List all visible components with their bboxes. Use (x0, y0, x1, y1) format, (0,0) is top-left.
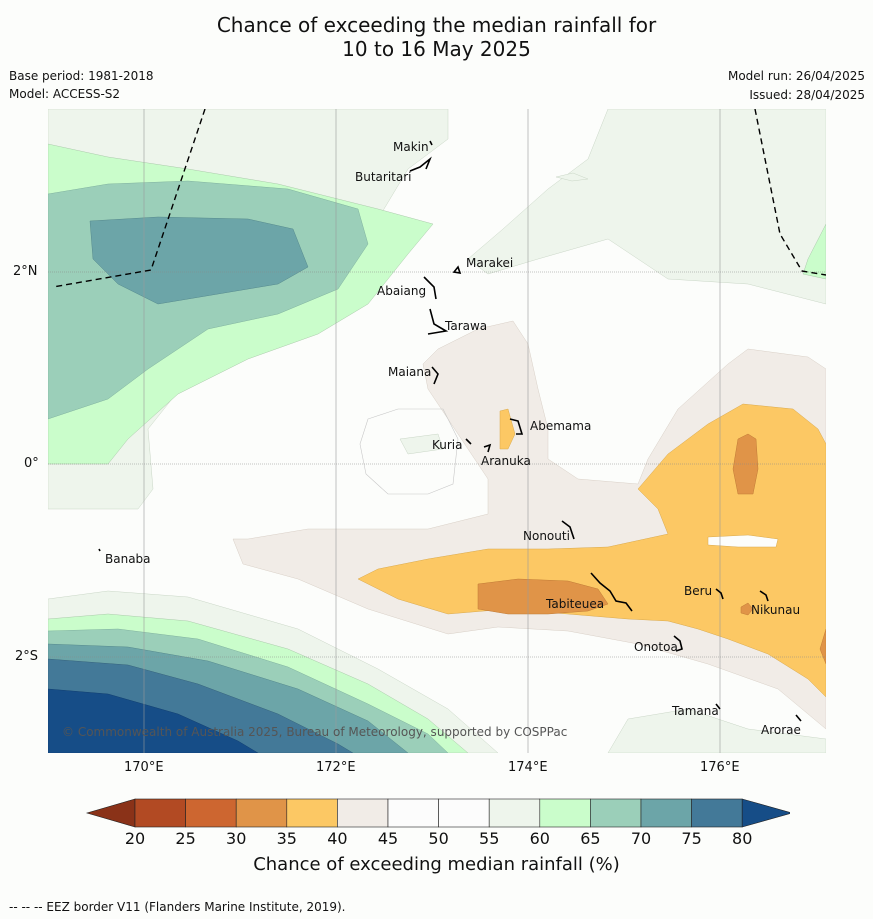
place-label-marakei: Marakei (466, 256, 513, 270)
colorbar-tick-label: 75 (681, 829, 702, 848)
copyright-notice: © Commonwealth of Australia 2025, Bureau… (62, 725, 567, 739)
place-label-nonouti: Nonouti (523, 529, 570, 543)
island-aranuka (483, 443, 492, 453)
contour-55-60-ne (467, 109, 826, 305)
lon-label-176e: 176°E (700, 760, 740, 775)
island-outlines (98, 140, 802, 722)
contour-over-80-south (48, 688, 259, 753)
lat-label-0: 0° (24, 456, 39, 471)
island-abemama (509, 418, 524, 435)
contour-ring-north-islet (555, 172, 589, 182)
island-arorae (795, 714, 802, 722)
place-label-tabiteuea: Tabiteuea (545, 597, 604, 611)
lon-label-174e: 174°E (508, 760, 548, 775)
place-label-banaba: Banaba (105, 552, 151, 566)
contour-30-35-nikunau (740, 602, 754, 616)
colorbar-cell (691, 798, 743, 828)
place-label-butaritari: Butaritari (355, 170, 412, 184)
colorbar-tick-label: 65 (580, 829, 601, 848)
colorbar-tick-label: 40 (327, 829, 348, 848)
colorbar-tick-label: 25 (175, 829, 196, 848)
place-label-aranuka: Aranuka (481, 454, 531, 468)
contour-60-65-east (802, 223, 826, 280)
issued-date: Issued: 28/04/2025 (749, 88, 865, 102)
contour-30-35-edge (819, 628, 826, 665)
colorbar-tick-label: 30 (226, 829, 247, 848)
place-label-arorae: Arorae (761, 723, 801, 737)
island-kuria (465, 438, 472, 445)
colorbar-tick-label: 80 (732, 829, 753, 848)
contour-45-50-hole (707, 534, 779, 548)
place-label-beru: Beru (684, 584, 712, 598)
place-label-maiana: Maiana (388, 365, 431, 379)
colorbar-tick-label: 35 (276, 829, 297, 848)
contour-30-35-east (732, 433, 759, 495)
rainfall-map: Makin Butaritari Marakei Abaiang Tarawa … (48, 109, 826, 753)
colorbar-cell (438, 798, 490, 828)
island-abaiang (423, 276, 437, 300)
contour-ring-center (359, 408, 459, 495)
island-tamana (715, 703, 721, 710)
colorbar-cell (185, 798, 237, 828)
place-label-nikunau: Nikunau (751, 603, 800, 617)
lat-label-2s: 2°S (15, 649, 39, 664)
colorbar-tick-label: 45 (377, 829, 399, 848)
place-label-abemama: Abemama (530, 419, 591, 433)
island-tarawa (427, 308, 449, 335)
island-makin (429, 140, 433, 146)
colorbar-cell (286, 798, 338, 828)
place-label-tarawa: Tarawa (444, 319, 487, 333)
base-period: Base period: 1981-2018 (9, 69, 154, 83)
colorbar-tick-label: 50 (428, 829, 449, 848)
place-label-kuria: Kuria (432, 438, 463, 452)
island-nonouti (561, 520, 575, 540)
colorbar-tick-label: 60 (529, 829, 550, 848)
contour-55-60-se (607, 708, 826, 753)
place-label-onotoa: Onotoa (634, 640, 678, 654)
contour-55-60-kuria (399, 433, 444, 455)
contour-35-40-abemama (499, 408, 516, 450)
contour-70-75-north (89, 216, 309, 305)
island-maiana (431, 366, 439, 385)
colorbar-tick-label: 20 (124, 829, 146, 848)
colorbar-label: Chance of exceeding median rainfall (%) (253, 854, 620, 875)
colorbar-cell (337, 798, 389, 828)
colorbar-cell (590, 798, 642, 828)
contour-30-35-tabiteuea (477, 578, 609, 615)
island-nikunau (759, 590, 769, 602)
island-butaritari (409, 156, 432, 172)
chart-title-line1: Chance of exceeding the median rainfall … (216, 13, 657, 37)
lat-label-2n: 2°N (13, 264, 38, 279)
colorbar (85, 798, 790, 828)
island-tabiteuea (590, 572, 633, 612)
colorbar-under-arrow (85, 798, 136, 828)
colorbar-tick-label: 70 (630, 829, 652, 848)
model-run: Model run: 26/04/2025 (727, 69, 865, 83)
model-name: Model: ACCESS-S2 (9, 87, 121, 101)
chart-title-line2: 10 to 16 May 2025 (342, 37, 531, 61)
colorbar-cell (488, 798, 541, 828)
lon-label-172e: 172°E (316, 760, 356, 775)
colorbar-cell (640, 798, 692, 828)
lon-label-170e: 170°E (124, 760, 164, 775)
colorbar-cell (134, 798, 186, 828)
island-banaba (98, 548, 101, 552)
colorbar-cell (539, 798, 591, 828)
contour-40-45-central (232, 320, 826, 730)
island-marakei (452, 265, 462, 275)
place-label-tamana: Tamana (671, 704, 719, 718)
island-beru (715, 588, 724, 600)
eez-footnote: -- -- -- EEZ border V11 (Flanders Marine… (9, 900, 346, 914)
place-label-makin: Makin (393, 140, 429, 154)
colorbar-cell (387, 798, 439, 828)
colorbar-over-arrow (741, 798, 790, 828)
island-onotoa (673, 635, 683, 652)
place-label-abaiang: Abaiang (377, 284, 426, 298)
colorbar-cell (235, 798, 288, 828)
colorbar-tick-label: 55 (479, 829, 500, 848)
eez-border-east (754, 109, 826, 276)
